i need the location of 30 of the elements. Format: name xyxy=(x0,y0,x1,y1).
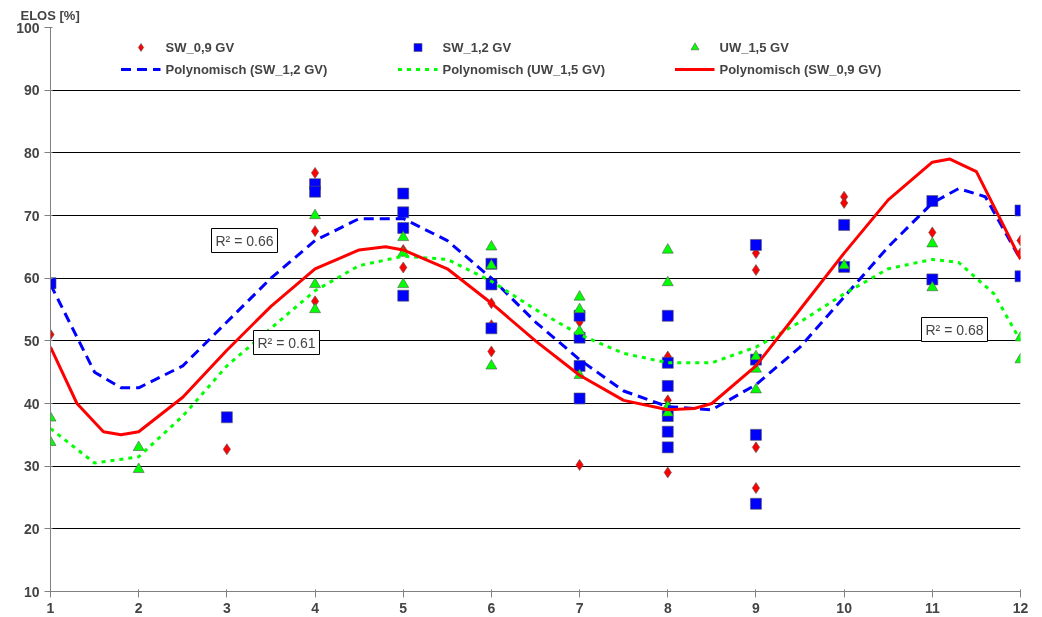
x-tick-label: 5 xyxy=(399,599,408,616)
y-tick-label: 20 xyxy=(23,520,40,537)
x-tick-label: 12 xyxy=(1012,599,1029,616)
legend-label: UW_1,5 GV xyxy=(719,39,790,55)
x-tick-label: 4 xyxy=(311,599,320,616)
y-tick-label: 80 xyxy=(23,144,40,161)
legend-label: SW_0,9 GV xyxy=(165,39,236,55)
y-tick-label: 70 xyxy=(23,207,40,224)
legend-label: Polynomisch (SW_1,2 GV) xyxy=(165,61,329,77)
legend-label: Polynomisch (UW_1,5 GV) xyxy=(442,61,607,77)
annotation: R² = 0.61 xyxy=(257,334,316,351)
x-tick-label: 1 xyxy=(46,599,55,616)
annotation: R² = 0.66 xyxy=(215,232,274,249)
x-tick-label: 10 xyxy=(836,599,853,616)
y-tick-label: 40 xyxy=(23,395,40,412)
y-tick-label: 30 xyxy=(23,458,40,475)
x-tick-label: 8 xyxy=(663,599,672,616)
y-tick-label: 10 xyxy=(23,583,40,600)
x-tick-label: 11 xyxy=(924,599,940,616)
y-tick-label: 60 xyxy=(23,270,40,287)
y-tick-label: 50 xyxy=(23,332,40,349)
legend-label: SW_1,2 GV xyxy=(442,39,513,55)
annotation: R² = 0.68 xyxy=(925,321,984,338)
x-tick-label: 2 xyxy=(134,599,143,616)
legend-label: Polynomisch (SW_0,9 GV) xyxy=(719,61,883,77)
y-tick-label: 90 xyxy=(23,82,40,99)
x-tick-label: 7 xyxy=(575,599,584,616)
x-tick-label: 3 xyxy=(222,599,231,616)
x-tick-label: 9 xyxy=(752,599,761,616)
x-tick-label: 6 xyxy=(487,599,496,616)
